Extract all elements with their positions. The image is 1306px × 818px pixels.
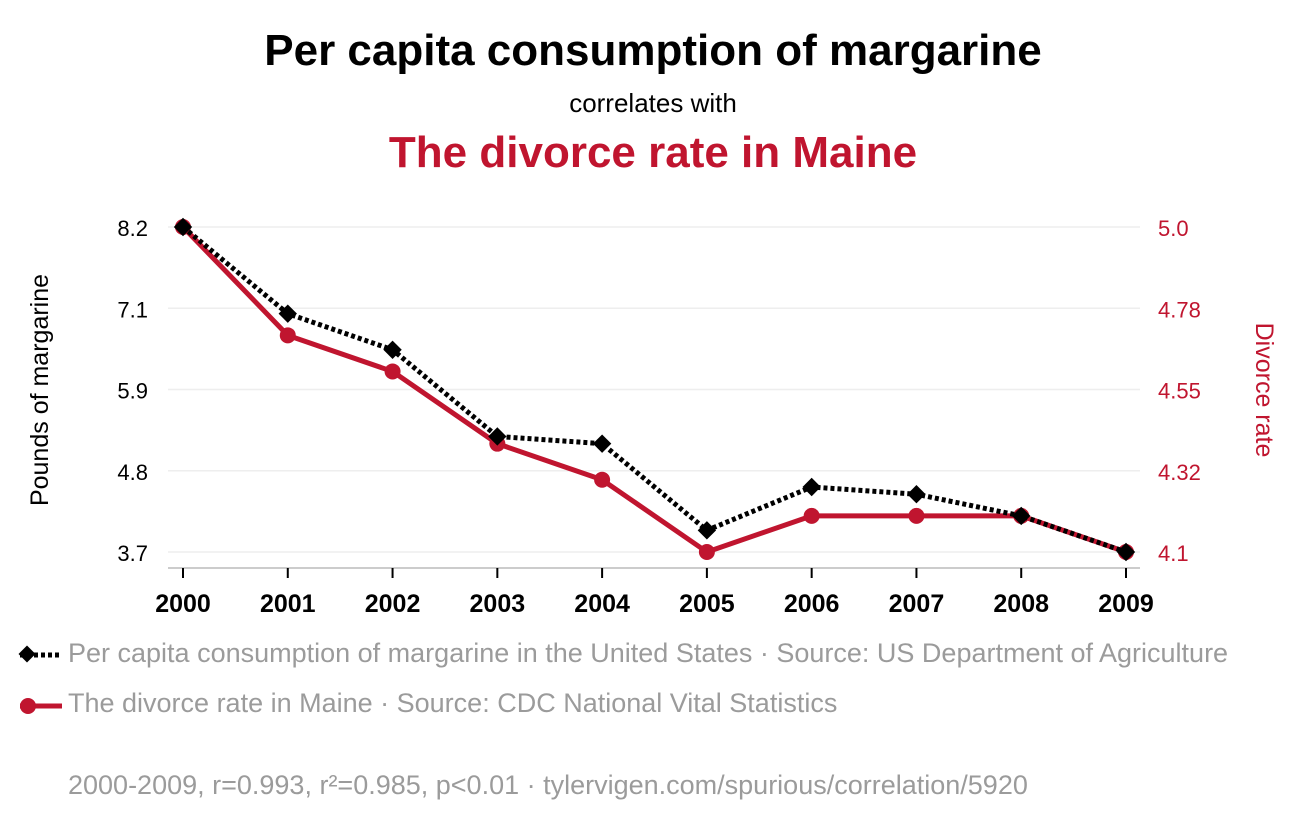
data-point-margarine [173, 217, 193, 237]
solid-circle-line-icon [20, 698, 62, 714]
chart-title: Per capita consumption of margarine [264, 26, 1042, 75]
data-point-divorce-rate [594, 471, 611, 488]
left-axis-title: Pounds of margarine [26, 274, 54, 506]
series-line-divorce-rate [181, 225, 1127, 555]
data-point-margarine [802, 477, 821, 497]
right-tick-label: 4.78 [1158, 297, 1201, 322]
line-chart: 8.2 7.1 5.9 4.8 3.7 5.0 4.78 4.55 4.32 4.1 Pounds … [26, 216, 1278, 618]
x-tick-label: 2006 [784, 590, 840, 618]
right-axis-title: Divorce rate [1250, 323, 1278, 458]
right-tick-label: 4.55 [1158, 379, 1201, 404]
legend-label-margarine: Per capita consumption of margarine in t… [68, 638, 1229, 668]
data-point-divorce-rate [698, 544, 715, 560]
data-point-margarine [1012, 506, 1031, 526]
chart-title-secondary: The divorce rate in Maine [388, 128, 918, 177]
x-tick-label: 2003 [470, 590, 526, 618]
data-point-margarine [278, 304, 297, 323]
chart-footer: 2000-2009, r=0.993, r²=0.985, p<0.01 · t… [68, 770, 1028, 800]
x-tick-label: 2007 [889, 590, 945, 618]
left-tick-label: 7.1 [117, 297, 148, 322]
data-point-margarine [592, 434, 612, 453]
series-line-margarine [181, 225, 1127, 555]
dotted-diamond-line-icon [18, 645, 62, 663]
data-point-divorce-rate [384, 363, 401, 380]
data-point-margarine [383, 340, 402, 359]
x-tick-label: 2004 [574, 590, 630, 618]
right-tick-label: 4.32 [1158, 460, 1201, 485]
chart-legend: Per capita consumption of margarine in t… [16, 636, 1276, 720]
left-tick-label: 5.9 [117, 379, 148, 404]
left-tick-label: 4.8 [117, 460, 148, 485]
data-point-margarine [488, 427, 507, 446]
right-tick-label: 5.0 [1158, 216, 1189, 241]
right-tick-label: 4.1 [1158, 541, 1189, 566]
x-tick-label: 2005 [679, 590, 735, 618]
left-tick-label: 8.2 [117, 216, 148, 241]
data-point-divorce-rate [803, 507, 820, 524]
data-point-divorce-rate [908, 507, 925, 524]
chart-subtitle: correlates with [569, 88, 737, 118]
legend-label-divorce: The divorce rate in Maine · Source: CDC … [68, 688, 838, 718]
x-tick-label: 2002 [365, 590, 421, 618]
left-tick-label: 3.7 [117, 541, 148, 566]
data-point-margarine [1116, 542, 1136, 562]
data-point-divorce-rate [279, 327, 296, 344]
x-tick-label: 2000 [155, 590, 211, 618]
legend-item-margarine: Per capita consumption of margarine in t… [16, 636, 1276, 670]
data-point-margarine [697, 521, 717, 540]
legend-item-divorce: The divorce rate in Maine · Source: CDC … [16, 686, 1276, 720]
x-tick-label: 2001 [260, 590, 316, 618]
data-point-margarine [907, 485, 926, 504]
x-tick-label: 2009 [1098, 590, 1154, 618]
x-tick-label: 2008 [993, 590, 1049, 618]
